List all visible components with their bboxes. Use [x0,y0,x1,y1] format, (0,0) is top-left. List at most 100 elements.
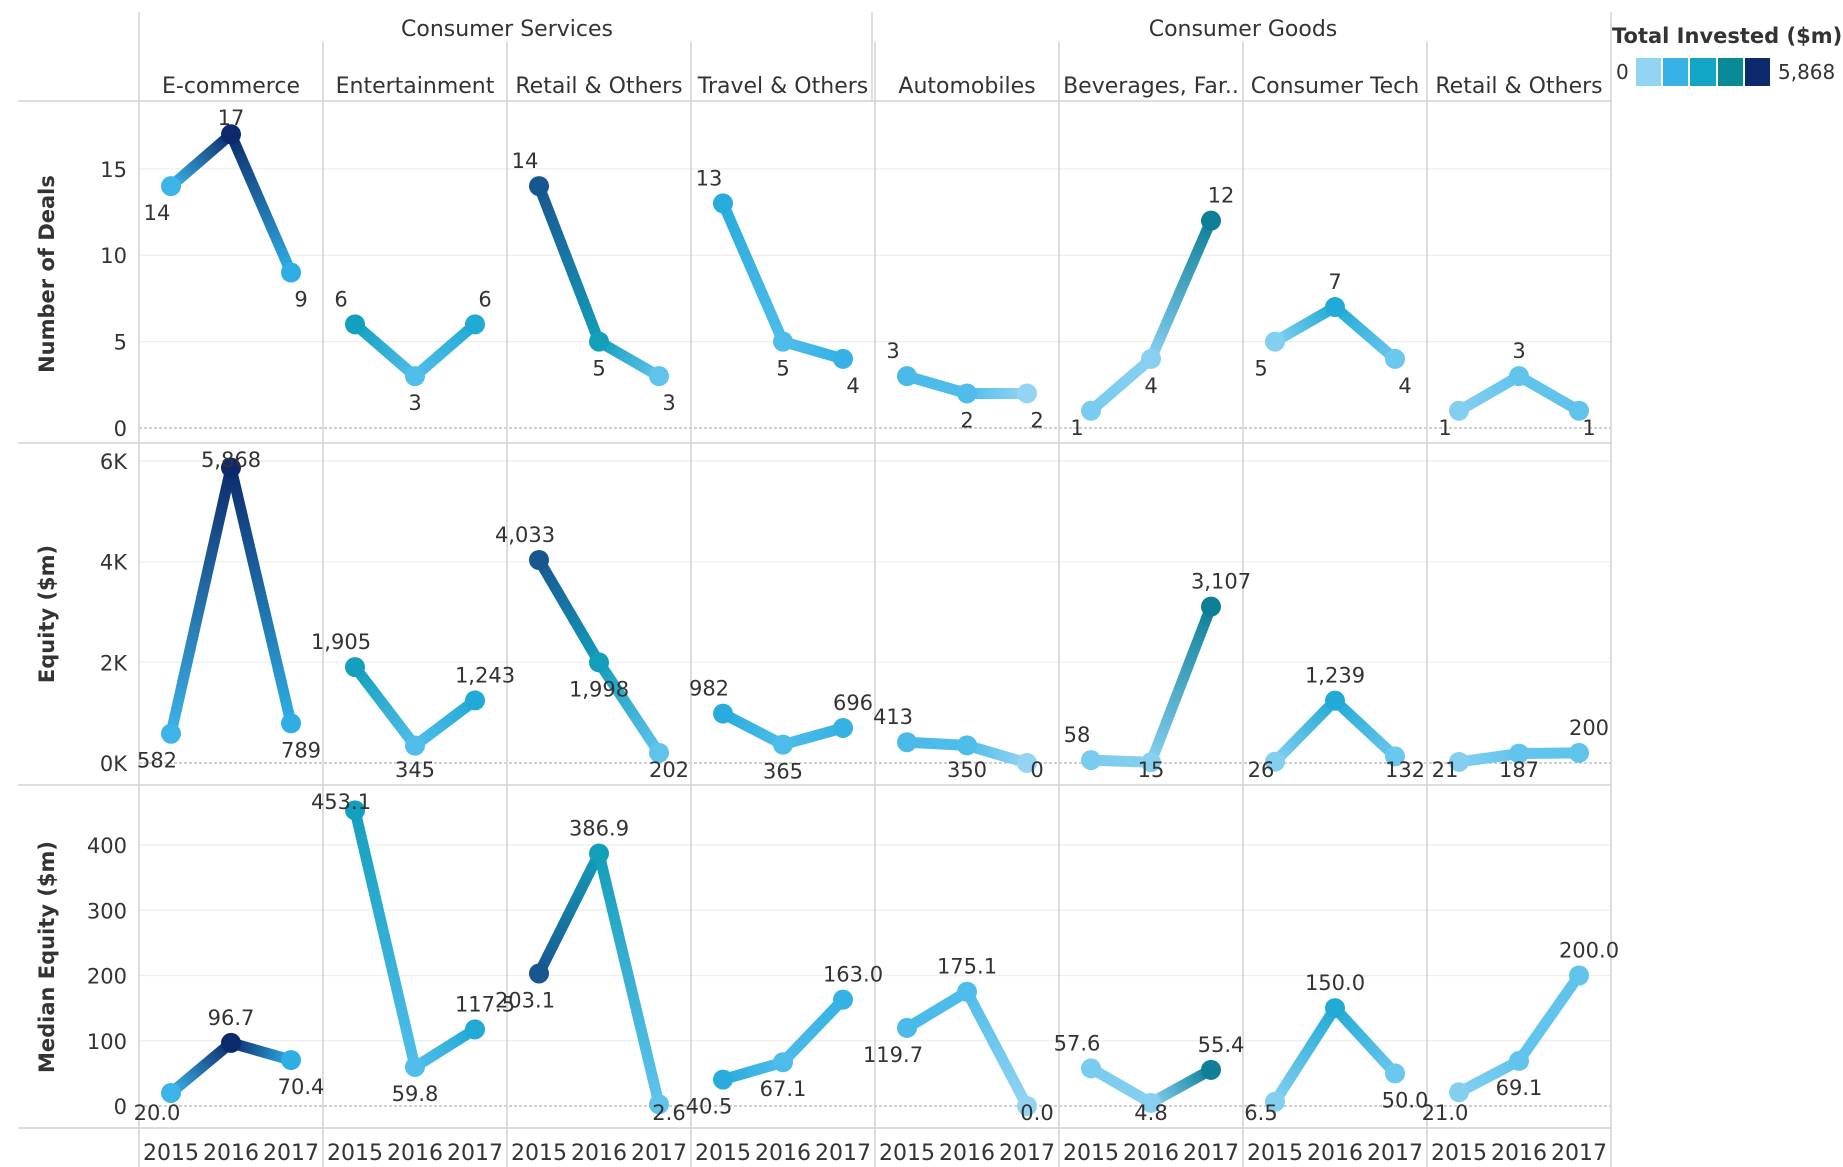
line-segment [165,462,237,740]
y-tick-label: 10 [100,244,127,268]
line-segment [533,554,605,668]
data-label: 386.9 [569,817,629,841]
data-label: 67.1 [760,1077,807,1101]
x-tick-label: 2017 [1367,1141,1423,1166]
data-point [1569,400,1589,421]
line-segment [1085,754,1157,768]
data-label: 6.5 [1244,1101,1277,1125]
data-point [1509,366,1529,387]
line-segment [901,736,973,751]
line-segment [409,318,481,382]
y-tick-label: 4K [100,551,128,575]
line-segment [777,994,849,1068]
data-label: 2 [1030,408,1043,432]
data-point [465,314,485,335]
data-label: 15 [1138,758,1165,782]
group-header: Consumer Goods [1149,17,1338,42]
line-segment [1453,370,1525,417]
line-segment [349,318,421,382]
data-label: 132 [1385,758,1425,782]
data-point [405,1056,425,1077]
x-tick-label: 2017 [447,1141,503,1166]
data-point [773,331,793,352]
data-point [529,550,549,571]
data-point [465,690,485,711]
data-point [713,193,733,214]
data-point [713,1069,733,1090]
data-point [649,742,669,763]
data-point [1201,596,1221,617]
data-point [1201,210,1221,231]
data-label: 200 [1569,716,1609,740]
line-segment [1513,747,1585,760]
data-label: 2 [960,408,973,432]
data-label: 59.8 [392,1082,439,1106]
legend-swatch [1744,58,1773,86]
line-segment [1513,370,1585,417]
data-point [405,735,425,756]
data-label: 175.1 [937,955,997,979]
label-layer: 141795825,86878920.096.770.46361,9053451… [134,106,1619,1125]
x-tick-label: 2016 [1307,1141,1363,1166]
x-tick-label: 2016 [571,1141,627,1166]
data-point [221,124,241,145]
data-label: 21.0 [1422,1101,1469,1125]
data-point [281,1050,301,1071]
data-point [1141,1092,1161,1113]
data-point [1509,743,1529,764]
data-label: 350 [947,758,987,782]
legend-max-label: 5,868 [1778,60,1836,84]
data-point [1081,750,1101,771]
line-segment [1085,353,1157,417]
data-label: 7 [1328,270,1341,294]
line-segment [1453,1055,1525,1098]
line-segment [1085,1062,1157,1109]
category-header: Beverages, Far.. [1063,74,1239,99]
data-label: 3 [886,339,899,363]
data-label: 117.5 [455,992,515,1016]
line-layer [161,124,1589,1116]
category-header: Retail & Others [1435,74,1602,99]
data-point [833,989,853,1010]
data-point [1141,752,1161,773]
data-point [713,703,733,724]
data-point [465,1019,485,1040]
data-label: 26 [1248,758,1275,782]
data-label: 582 [137,749,177,773]
data-point [773,734,793,755]
data-point [1265,1091,1285,1112]
data-label: 200.0 [1559,939,1619,963]
data-label: 413 [873,705,913,729]
x-tick-label: 2015 [143,1141,199,1166]
x-tick-label: 2015 [1063,1141,1119,1166]
data-label: 1,905 [311,630,371,654]
x-tick-label: 2015 [511,1141,567,1166]
data-point [649,366,669,387]
data-point [221,1032,241,1053]
category-header: Retail & Others [515,74,682,99]
line-segment [225,462,297,729]
data-label: 4,033 [495,523,555,547]
data-label: 21 [1432,758,1459,782]
data-point [1017,1096,1037,1116]
x-tick-label: 2017 [263,1141,319,1166]
data-point [1385,1063,1405,1084]
data-label: 696 [833,691,873,715]
data-point [161,723,181,744]
line-segment [777,336,849,365]
data-label: 1,998 [569,677,629,701]
data-point [1081,400,1101,421]
data-point [773,1052,793,1073]
data-point [833,348,853,369]
line-segment [1329,301,1401,365]
header-layer: Consumer Services Consumer Goods E-commerc… [162,17,1603,99]
data-label: 4 [1144,374,1157,398]
line-segment [1145,215,1217,365]
data-label: 1,239 [1305,664,1365,688]
data-label: 345 [395,758,435,782]
y-tick-label: 0 [114,417,127,441]
category-header: Automobiles [898,74,1035,99]
data-point [529,963,549,984]
data-label: 40.5 [686,1095,733,1119]
data-label: 1 [1438,416,1451,440]
